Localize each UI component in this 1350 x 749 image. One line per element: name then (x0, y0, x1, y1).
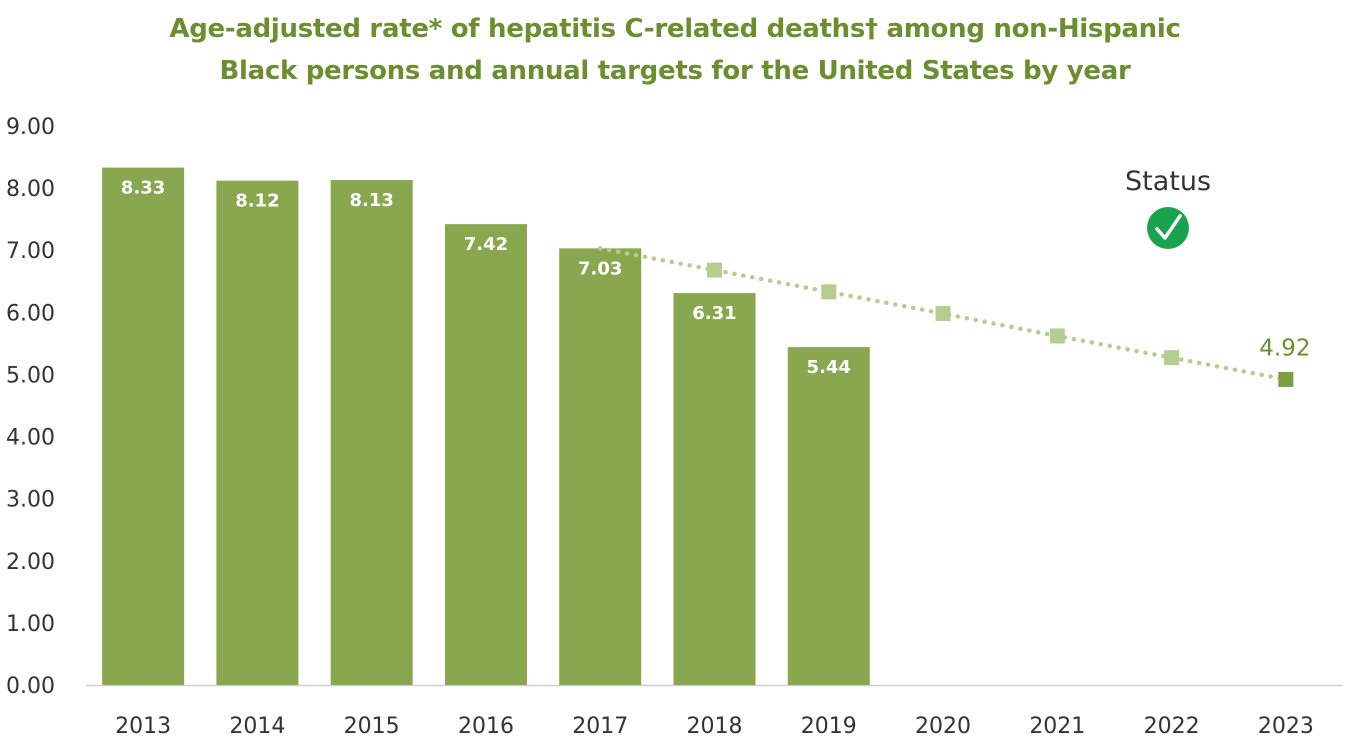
y-tick-label: 9.00 (6, 115, 55, 140)
x-axis: 2013 2014 2015 2016 2017 2018 2019 2020 2021 2022… (86, 684, 1343, 739)
x-tick-label: 2015 (344, 714, 400, 739)
y-tick-label: 3.00 (6, 488, 55, 513)
bar-data-label: 5.44 (807, 357, 851, 378)
target-marker (1278, 371, 1294, 387)
bar-data-label: 8.13 (349, 190, 393, 211)
x-tick-label: 2021 (1029, 714, 1085, 739)
x-tick-label: 2020 (915, 714, 971, 739)
y-tick-label: 4.00 (6, 426, 55, 451)
target-final-label: 4.92 (1259, 335, 1310, 361)
target-marker (1049, 328, 1065, 344)
bar-data-label: 7.03 (578, 258, 622, 279)
bar (673, 293, 756, 685)
bar (102, 167, 185, 685)
target-marker (707, 262, 722, 278)
check-circle-bg (1147, 207, 1189, 249)
bar-data-label: 6.31 (692, 303, 736, 324)
y-tick-label: 2.00 (6, 550, 55, 575)
bar (559, 248, 642, 685)
x-tick-label: 2018 (687, 714, 743, 739)
bar (216, 180, 299, 685)
target-series: 4.92 (597, 246, 1310, 387)
chart-title-line-2: Black persons and annual targets for the… (219, 56, 1131, 86)
bar (330, 180, 413, 685)
x-tick-label: 2013 (115, 714, 171, 739)
target-marker (821, 284, 837, 300)
check-mark (1155, 214, 1182, 240)
status-indicator: Status (1125, 166, 1211, 249)
x-tick-label: 2019 (801, 714, 857, 739)
bar (787, 347, 870, 685)
x-tick-label: 2022 (1144, 714, 1200, 739)
status-label: Status (1125, 166, 1211, 197)
y-tick-label: 6.00 (6, 301, 55, 326)
bar-data-label: 7.42 (464, 234, 508, 255)
x-tick-label: 2014 (229, 714, 285, 739)
y-tick-label: 5.00 (6, 363, 55, 388)
bar (444, 224, 527, 685)
chart-title-line-1: Age-adjusted rate* of hepatitis C-relate… (169, 14, 1181, 44)
y-axis: 0.00 1.00 2.00 3.00 4.00 5.00 6.00 7.00 8.00 9.00 (6, 115, 55, 699)
target-marker (1164, 350, 1180, 366)
y-tick-label: 8.00 (6, 177, 55, 202)
bar-data-label: 8.33 (121, 178, 165, 199)
target-marker (935, 306, 951, 322)
y-tick-label: 1.00 (6, 612, 55, 637)
y-tick-label: 7.00 (6, 239, 55, 264)
bar-series: 8.33 8.12 8.13 7.42 7.03 6.31 5.44 (102, 167, 870, 685)
y-tick-label: 0.00 (6, 674, 55, 699)
x-tick-label: 2017 (572, 714, 628, 739)
x-tick-label: 2023 (1258, 714, 1314, 739)
x-tick-label: 2016 (458, 714, 514, 739)
check-circle-icon (1147, 207, 1189, 249)
bar-data-label: 8.12 (235, 191, 279, 212)
